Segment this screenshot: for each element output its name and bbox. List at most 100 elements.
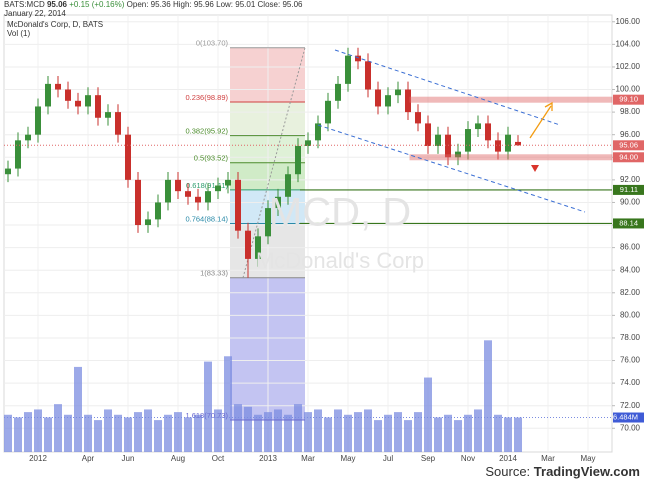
candle-body xyxy=(395,89,401,96)
candle-body xyxy=(355,55,361,62)
candle-body xyxy=(405,89,411,113)
candle-body xyxy=(25,134,31,141)
x-tick-label: Aug xyxy=(171,454,185,463)
low-value: 95.01 xyxy=(235,0,256,9)
volume-bar xyxy=(4,414,12,452)
candle-body xyxy=(165,179,171,203)
x-tick-label: Jul xyxy=(383,454,393,463)
candle-body xyxy=(245,230,251,259)
candle-body xyxy=(465,129,471,152)
volume-bar xyxy=(344,414,352,452)
candle-body xyxy=(315,123,321,141)
close-label: Close: xyxy=(258,0,281,9)
candle-body xyxy=(55,83,61,90)
volume-bar xyxy=(304,412,312,452)
price-tag-label: 99.10 xyxy=(619,95,638,104)
y-tick-label: 90.00 xyxy=(620,198,641,207)
price-tag-label: 88.14 xyxy=(619,218,638,227)
x-tick-label: Jun xyxy=(122,454,135,463)
volume-bar xyxy=(454,420,462,452)
volume-bar xyxy=(134,412,142,452)
volume-bar xyxy=(254,414,262,452)
price-tag xyxy=(613,184,644,195)
high-label: High: xyxy=(173,0,192,9)
candle-body xyxy=(455,151,461,158)
legend-volume: Vol (1) xyxy=(7,29,30,38)
candle-body xyxy=(215,185,221,192)
legend-series: McDonald's Corp, D, BATS xyxy=(7,20,103,29)
fib-label: 0.618(91.11) xyxy=(186,181,228,190)
volume-bar xyxy=(354,412,362,452)
y-tick-label: 98.00 xyxy=(620,107,641,116)
x-tick-label: May xyxy=(580,454,595,463)
volume-bar xyxy=(464,414,472,452)
volume-bar xyxy=(284,414,292,452)
volume-bar xyxy=(374,420,382,452)
volume-bar xyxy=(64,414,72,452)
y-tick-label: 70.00 xyxy=(620,423,641,432)
source-prefix: Source: xyxy=(485,464,530,479)
candle-body xyxy=(85,95,91,107)
volume-bar xyxy=(514,417,522,452)
open-value: 95.36 xyxy=(151,0,172,9)
candle-body xyxy=(155,202,161,220)
volume-bar xyxy=(264,412,272,452)
source: Source: TradingView.com xyxy=(485,464,640,479)
arrow-up-head xyxy=(544,101,553,111)
x-tick-label: Mar xyxy=(301,454,315,463)
y-tick-label: 104.00 xyxy=(616,39,641,48)
volume-bar xyxy=(234,404,242,452)
candle-body xyxy=(45,83,51,107)
x-tick-label: Oct xyxy=(212,454,225,463)
candle-body xyxy=(285,174,291,197)
candle-body xyxy=(175,179,181,192)
zone-band xyxy=(409,154,613,161)
volume-bar xyxy=(294,404,302,452)
y-tick-label: 86.00 xyxy=(620,243,641,252)
volume-bar xyxy=(24,412,32,452)
watermark-symbol: MCD, D xyxy=(269,191,411,235)
price-tag-label: 94.00 xyxy=(619,152,638,161)
candle-body xyxy=(365,61,371,90)
volume-bar xyxy=(44,417,52,452)
candle-body xyxy=(5,168,11,175)
candle-body xyxy=(345,55,351,84)
candle-body xyxy=(335,83,341,101)
fib-label: 0.236(98.89) xyxy=(185,93,228,102)
candle-body xyxy=(475,123,481,130)
symbol: BATS:MCD xyxy=(4,0,45,9)
volume-bar xyxy=(504,417,512,452)
candle-body xyxy=(135,179,141,226)
volume-bar xyxy=(474,409,482,452)
fib-label: 0.5(93.52) xyxy=(194,154,229,163)
candle-body xyxy=(495,140,501,152)
volume-bar xyxy=(414,412,422,452)
x-tick-label: Nov xyxy=(461,454,475,463)
zone-band xyxy=(409,96,613,103)
candle-body xyxy=(205,191,211,203)
fib-label: 0.764(88.14) xyxy=(185,214,228,223)
volume-bar xyxy=(174,412,182,452)
volume-bar xyxy=(434,417,442,452)
header-line: BATS:MCD 95.06 +0.15 (+0.16%) Open: 95.3… xyxy=(4,0,303,9)
candle-body xyxy=(125,134,131,180)
candle-body xyxy=(415,112,421,124)
y-tick-label: 76.00 xyxy=(620,356,641,365)
x-tick-label: 2013 xyxy=(259,454,277,463)
volume-bar xyxy=(34,409,42,452)
volume-bar xyxy=(444,414,452,452)
candle-body xyxy=(145,219,151,226)
volume-bar xyxy=(364,409,372,452)
candle-body xyxy=(305,140,311,146)
channel-bottom xyxy=(317,124,586,213)
open-label: Open: xyxy=(127,0,149,9)
y-tick-label: 82.00 xyxy=(620,288,641,297)
candle-body xyxy=(35,106,41,135)
price-tag xyxy=(613,218,644,229)
candle-body xyxy=(95,95,101,118)
fib-label: 0(103.70) xyxy=(196,39,229,48)
arrow-down xyxy=(531,165,539,172)
price-tag-label: 91.11 xyxy=(620,185,638,194)
